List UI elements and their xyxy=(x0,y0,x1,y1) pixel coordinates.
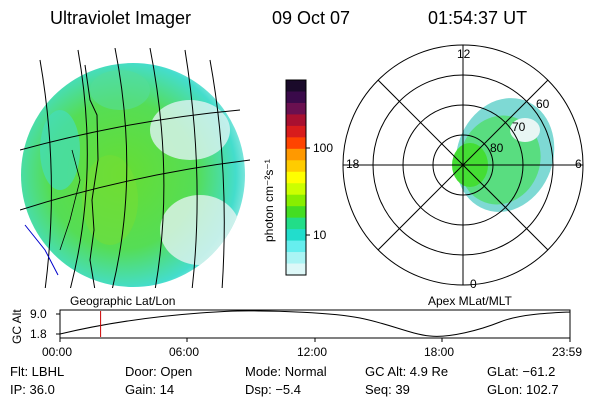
observation-date: 09 Oct 07 xyxy=(272,8,351,28)
colorbar-segment xyxy=(286,229,306,242)
colorbar-segment xyxy=(286,252,306,265)
colorbar-segment xyxy=(286,91,306,104)
colorbar-tick-10: 10 xyxy=(313,228,327,242)
colorbar-units-label: photon cm⁻²s⁻¹ xyxy=(262,159,276,242)
mlt-label-0: 0 xyxy=(470,277,477,291)
colorbar-segment xyxy=(286,171,306,184)
time-tick-0000: 00:00 xyxy=(42,345,73,359)
instrument-title: Ultraviolet Imager xyxy=(50,8,192,28)
info-gain: Gain: 14 xyxy=(125,382,175,397)
info-ip: IP: 36.0 xyxy=(10,382,55,397)
colorbar-segment xyxy=(286,137,306,150)
colorbar-segment xyxy=(286,183,306,196)
info-seq: Seq: 39 xyxy=(365,382,410,397)
mlat-label-80: 80 xyxy=(490,141,504,155)
geographic-panel-label: Geographic Lat/Lon xyxy=(70,294,176,308)
altitude-plot xyxy=(56,309,571,342)
colorbar-segment xyxy=(286,114,306,127)
colorbar-segment xyxy=(286,206,306,219)
colorbar-frame xyxy=(285,79,307,276)
colorbar xyxy=(285,79,307,276)
info-door: Door: Open xyxy=(125,364,193,379)
info-mode: Mode: Normal xyxy=(245,364,327,379)
colorbar-segment xyxy=(286,160,306,173)
altitude-ytick-max: 9.0 xyxy=(30,307,47,321)
colorbar-segment xyxy=(286,80,306,93)
geographic-image xyxy=(20,48,250,288)
mlt-label-18: 18 xyxy=(346,157,360,171)
geo-grid xyxy=(20,48,250,288)
info-gc-alt: GC Alt: 4.9 Re xyxy=(365,364,449,379)
colorbar-segment xyxy=(286,125,306,138)
altitude-ylabel: GC Alt xyxy=(10,309,24,344)
mlat-label-60: 60 xyxy=(536,97,550,111)
info-glon: GLon: 102.7 xyxy=(487,382,559,397)
time-tick-1200: 12:00 xyxy=(297,345,328,359)
altitude-ytick-min: 1.8 xyxy=(30,327,47,341)
time-tick-1800: 18:00 xyxy=(424,345,455,359)
colorbar-segment xyxy=(286,194,306,207)
colorbar-tick-100: 100 xyxy=(313,141,334,155)
time-tick-2359: 23:59 xyxy=(552,345,583,359)
observation-time: 01:54:37 UT xyxy=(428,8,528,28)
mlt-label-6: 6 xyxy=(575,157,582,171)
time-tick-0600: 06:00 xyxy=(169,345,200,359)
apex-panel-label: Apex MLat/MLT xyxy=(428,294,512,308)
info-glat: GLat: −61.2 xyxy=(487,364,556,379)
colorbar-segment xyxy=(286,148,306,161)
colorbar-segment xyxy=(286,217,306,230)
info-filter: Flt: LBHL xyxy=(10,364,65,379)
colorbar-segment xyxy=(286,102,306,116)
colorbar-segment xyxy=(286,240,306,253)
colorbar-segment xyxy=(286,263,306,276)
polar-plot xyxy=(342,44,584,286)
mlt-label-12: 12 xyxy=(457,47,471,61)
info-dsp: Dsp: −5.4 xyxy=(245,382,302,397)
mlat-label-70: 70 xyxy=(512,120,526,134)
